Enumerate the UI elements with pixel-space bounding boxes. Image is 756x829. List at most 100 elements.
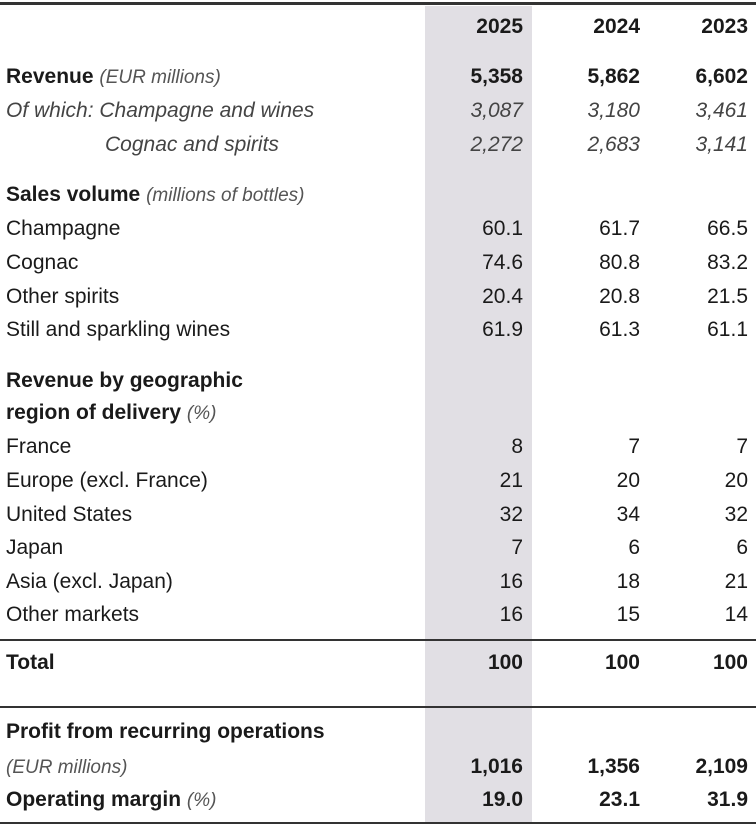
current-year-column-highlight [425,6,532,823]
value-2023: 7 [736,435,748,458]
row-label: Cognac [6,247,78,279]
column-header-row: 2025 2024 2023 [0,11,756,43]
row-unit: (EUR millions) [6,757,128,778]
value-2025: 16 [499,603,523,626]
row-unit: (%) [186,403,217,424]
row-label: Still and sparkling wines [6,314,230,346]
row-label: Operating margin (%) [6,784,216,817]
value-2025: 61.9 [482,318,523,341]
value-2024: 18 [616,570,640,593]
value-2024: 20 [616,469,640,492]
row-label: Total [6,647,55,679]
row-label-text: Japan [6,536,64,559]
table-row: Still and sparkling wines 61.9 61.3 61.1 [0,314,756,346]
row-label: Other markets [6,599,139,631]
value-2023: 32 [724,503,748,526]
value-2023: 21.5 [707,285,748,308]
value-2024: 61.3 [599,318,640,341]
row-label: Cognac and spirits [105,129,279,161]
value-2025: 32 [499,503,523,526]
value-2024: 20.8 [599,285,640,308]
table-row: Total 100 100 100 [0,647,756,679]
table-row: Champagne 60.1 61.7 66.5 [0,213,756,245]
value-2024: 61.7 [599,217,640,240]
value-2023: 31.9 [707,788,748,811]
value-2024: 15 [616,603,640,626]
table-row: Other spirits 20.4 20.8 21.5 [0,281,756,313]
value-2023: 14 [724,603,748,626]
row-label: region of delivery (%) [6,397,216,430]
row-label-text: Europe (excl. France) [6,469,208,492]
row-label-text: Sales volume [6,183,141,206]
table-row: Cognac and spirits 2,272 2,683 3,141 [0,129,756,161]
value-2024: 80.8 [599,251,640,274]
table-row: Operating margin (%) 19.0 23.1 31.9 [0,784,756,816]
value-2023: 3,141 [695,133,748,156]
bottom-rule [0,822,756,824]
value-2025: 21 [499,469,523,492]
table-row: Revenue by geographic [0,365,756,397]
value-2024: 5,862 [587,65,640,88]
value-2025: 1,016 [470,755,523,778]
value-2023: 20 [724,469,748,492]
row-label-text: Total [6,651,55,674]
row-label: Other spirits [6,281,119,313]
row-label: Sales volume (millions of bottles) [6,179,304,212]
row-label: Europe (excl. France) [6,465,208,497]
row-label: Of which: Champagne and wines [6,95,314,127]
row-label: United States [6,499,132,531]
value-2025: 19.0 [482,788,523,811]
row-label: Profit from recurring operations [6,716,325,748]
row-label-text: Profit from recurring operations [6,720,325,743]
row-label-text: Cognac and spirits [105,133,279,156]
row-label-text: Asia (excl. Japan) [6,570,173,593]
value-2025: 100 [487,651,523,674]
row-label-text: region of delivery [6,401,182,424]
row-label-text: Cognac [6,251,79,274]
value-2025: 8 [511,435,523,458]
row-label: Revenue by geographic [6,365,243,397]
row-label: France [6,431,71,463]
value-2025: 3,087 [470,99,523,122]
row-label: Asia (excl. Japan) [6,566,173,598]
row-label-text: France [6,435,72,458]
table-row: Europe (excl. France) 21 20 20 [0,465,756,497]
value-2023: 6 [736,536,748,559]
table-row: United States 32 34 32 [0,499,756,531]
value-2023: 2,109 [695,755,748,778]
table-row: Sales volume (millions of bottles) [0,179,756,211]
table-row: region of delivery (%) [0,397,756,429]
row-label-text: Of which: Champagne and wines [6,99,315,122]
value-2023: 100 [712,651,748,674]
value-2023: 6,602 [695,65,748,88]
row-unit: (%) [186,790,217,811]
table-row: Revenue (EUR millions) 5,358 5,862 6,602 [0,61,756,93]
value-2024: 23.1 [599,788,640,811]
row-label-text: Revenue by geographic [6,369,243,392]
top-rule [0,2,756,5]
row-label-text: Still and sparkling wines [6,318,231,341]
value-2024: 6 [628,536,640,559]
row-label: Champagne [6,213,120,245]
row-label-text: Champagne [6,217,121,240]
column-header-2024: 2024 [593,15,640,38]
value-2023: 21 [724,570,748,593]
value-2025: 60.1 [482,217,523,240]
value-2025: 74.6 [482,251,523,274]
table-row: Cognac 74.6 80.8 83.2 [0,247,756,279]
value-2023: 61.1 [707,318,748,341]
row-label-text: Revenue [6,65,94,88]
row-label-text: United States [6,503,133,526]
column-header-2025: 2025 [476,15,523,38]
value-2025: 16 [499,570,523,593]
value-2024: 1,356 [587,755,640,778]
divider [0,706,756,708]
value-2024: 3,180 [587,99,640,122]
value-2023: 3,461 [695,99,748,122]
value-2023: 83.2 [707,251,748,274]
row-unit: (millions of bottles) [146,185,305,206]
divider [0,639,756,641]
table-row: (EUR millions) 1,016 1,356 2,109 [0,751,756,783]
row-label: Japan [6,532,63,564]
value-2025: 2,272 [470,133,523,156]
